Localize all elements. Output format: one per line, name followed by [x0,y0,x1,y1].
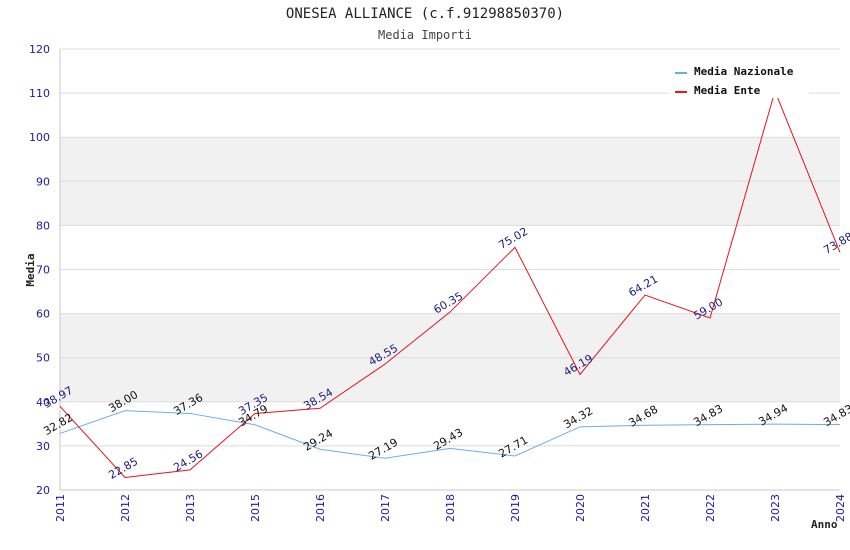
legend: Media Nazionale Media Ente [669,60,809,98]
legend-label-media-nazionale: Media Nazionale [694,65,794,78]
background-band [60,357,840,402]
x-tick-label: 2024 [834,494,847,522]
x-tick-label: 2023 [769,494,782,522]
x-tick-label: 2020 [574,494,587,522]
chart-subtitle: Media Importi [378,28,472,42]
y-tick-label: 80 [36,219,50,232]
x-tick-label: 2017 [379,494,392,522]
y-tick-label: 100 [29,131,50,144]
y-tick-label: 30 [36,440,50,453]
y-tick-label: 90 [36,175,50,188]
x-tick-label: 2011 [54,494,67,522]
background-band [60,445,840,490]
background-band [60,401,840,446]
legend-label-media-ente: Media Ente [694,84,761,97]
x-tick-label: 2022 [704,494,717,522]
background-band [60,93,840,138]
x-tick-label: 2013 [184,494,197,522]
x-tick-label: 2019 [509,494,522,522]
x-tick-label: 2012 [119,494,132,522]
y-tick-label: 110 [29,87,50,100]
y-tick-labels: 20 30 40 50 60 70 80 90 100 110 120 [29,43,50,497]
legend-box [669,60,809,98]
background-band [60,137,840,182]
gridlines [59,48,840,491]
y-tick-label: 20 [36,484,50,497]
y-tick-label: 50 [36,352,50,365]
background-band [60,269,840,314]
y-axis-label: Media [24,253,37,286]
x-tick-label: 2021 [639,494,652,522]
x-axis-label: Anno [811,518,838,531]
series-line-media-ente [59,89,841,478]
y-tick-label: 40 [36,396,50,409]
series-line-media-nazionale [59,410,841,459]
x-tick-label: 2016 [314,494,327,522]
x-tick-labels: 2011 2012 2013 2015 2016 2017 2018 2019 2020 2021… [54,494,847,522]
background-band [60,313,840,358]
background-band [60,181,840,226]
series-lines [59,89,841,478]
background-bands [60,49,840,490]
x-tick-label: 2018 [444,494,457,522]
background-band [60,225,840,270]
y-tick-label: 120 [29,43,50,56]
chart-title: ONESEA ALLIANCE (c.f.91298850370) [286,6,564,22]
y-tick-label: 60 [36,308,50,321]
x-tick-label: 2015 [249,494,262,522]
y-tick-label: 70 [36,264,50,277]
